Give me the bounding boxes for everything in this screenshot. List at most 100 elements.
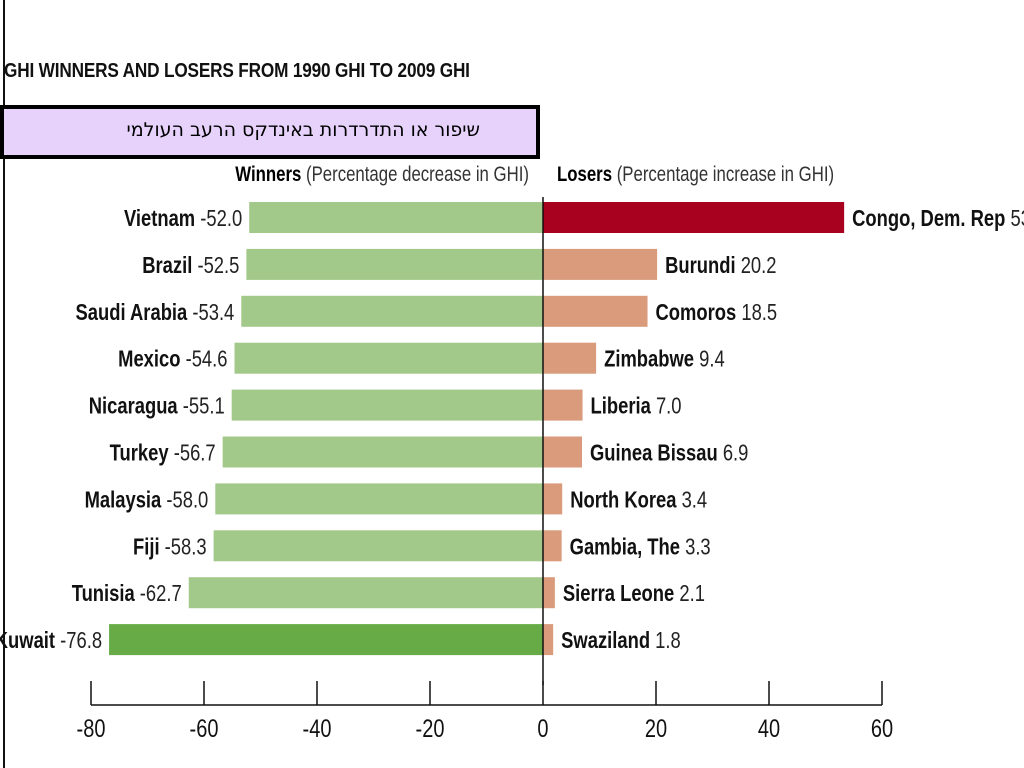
winner-value: -55.1 [178, 394, 225, 419]
x-tick-label: 0 [537, 715, 548, 743]
winner-name: Vietnam [124, 206, 195, 231]
loser-label: Guinea Bissau 6.9 [590, 441, 748, 466]
loser-label: North Korea 3.4 [570, 488, 707, 513]
x-tick-label: -40 [303, 715, 332, 743]
winner-name: Tunisia [72, 581, 135, 606]
loser-bar [543, 530, 562, 562]
loser-value: 3.3 [680, 534, 711, 559]
loser-label: Liberia 7.0 [591, 394, 682, 419]
left-border-line [3, 0, 5, 768]
bars-layer [109, 197, 845, 686]
winner-value: -53.4 [187, 300, 234, 325]
x-tick-label: 40 [758, 715, 780, 743]
loser-label: Zimbabwe 9.4 [604, 347, 725, 372]
hebrew-annotation-box: שיפור או התדרדרות באינדקס הרעב העולמי [0, 105, 540, 159]
winner-bar [246, 248, 543, 280]
loser-value: 18.5 [736, 300, 777, 325]
loser-label: Comoros 18.5 [656, 300, 778, 325]
winner-name: Brazil [142, 253, 192, 278]
loser-name: Zimbabwe [604, 347, 694, 372]
loser-name: Swaziland [561, 628, 650, 653]
winner-label: Tunisia -62.7 [72, 581, 182, 606]
winner-label: Fiji -58.3 [133, 534, 207, 559]
x-tick-label: -20 [416, 715, 445, 743]
loser-name: Sierra Leone [563, 581, 674, 606]
winner-value: -52.5 [192, 253, 239, 278]
winner-name: Kuwait [0, 628, 55, 653]
loser-bar [543, 342, 597, 374]
loser-name: Guinea Bissau [590, 441, 718, 466]
winner-value: -56.7 [169, 441, 216, 466]
winner-label: Brazil -52.5 [142, 253, 239, 278]
loser-name: Comoros [656, 300, 737, 325]
loser-label: Sierra Leone 2.1 [563, 581, 705, 606]
chart-title: GHI WINNERS AND LOSERS FROM 1990 GHI TO … [4, 60, 470, 82]
winner-label: Turkey -56.7 [110, 441, 216, 466]
winner-name: Nicaragua [89, 394, 178, 419]
winner-value: -52.0 [195, 206, 242, 231]
x-tick-label: -80 [77, 715, 106, 743]
loser-bar [543, 248, 658, 280]
loser-bar [543, 389, 583, 421]
winner-value: -76.8 [55, 628, 102, 653]
x-axis: -80 -60 -40 -20 0 20 40 60 [77, 681, 893, 743]
winner-label: Vietnam -52.0 [124, 206, 242, 231]
winner-value: -58.3 [160, 534, 207, 559]
winner-bar [249, 202, 543, 233]
winner-label: Nicaragua -55.1 [89, 394, 225, 419]
losers-header-rest: (Percentage increase in GHI) [612, 163, 834, 186]
loser-value: 20.2 [736, 253, 777, 278]
winner-value: -62.7 [135, 581, 182, 606]
winner-label: Kuwait -76.8 [0, 628, 102, 653]
winner-bar [231, 389, 543, 421]
loser-value: 3.4 [676, 488, 707, 513]
winner-name: Mexico [118, 347, 180, 372]
winner-bar [215, 483, 544, 515]
winner-label: Malaysia -58.0 [85, 488, 209, 513]
winner-bar [213, 530, 544, 562]
hebrew-annotation-text: שיפור או התדרדרות באינדקס הרעב העולמי [126, 119, 481, 141]
loser-value: 6.9 [718, 441, 749, 466]
winner-name: Malaysia [85, 488, 162, 513]
winner-name: Saudi Arabia [76, 300, 188, 325]
winner-name: Fiji [133, 534, 160, 559]
winner-label: Saudi Arabia -53.4 [76, 300, 235, 325]
winner-value: -54.6 [180, 347, 227, 372]
loser-bar [543, 295, 648, 327]
loser-bar [543, 577, 555, 609]
loser-bar [543, 202, 845, 233]
loser-value: 7.0 [651, 394, 682, 419]
loser-value: 1.8 [650, 628, 681, 653]
x-tick-label: 20 [645, 715, 667, 743]
winner-bar [188, 577, 543, 609]
winners-header-rest: (Percentage decrease in GHI) [301, 163, 529, 186]
loser-label: Swaziland 1.8 [561, 628, 681, 653]
x-tick-label: -60 [190, 715, 219, 743]
x-tick-label: 60 [871, 715, 893, 743]
loser-bar [543, 483, 563, 515]
loser-name: Congo, Dem. Rep [852, 206, 1005, 231]
loser-label: Congo, Dem. Rep 53.3 [852, 206, 1024, 231]
winner-bar [222, 436, 543, 468]
loser-label: Burundi 20.2 [665, 253, 776, 278]
loser-bar [543, 436, 582, 468]
losers-header-bold: Losers [557, 163, 612, 186]
winners-header: Winners (Percentage decrease in GHI) [235, 163, 529, 186]
loser-value: 2.1 [674, 581, 705, 606]
loser-value: 9.4 [694, 347, 725, 372]
loser-value: 53.3 [1005, 206, 1024, 231]
winner-bar [234, 342, 543, 374]
winner-bar [109, 624, 543, 656]
winner-value: -58.0 [161, 488, 208, 513]
loser-bar [543, 624, 554, 656]
winner-label: Mexico -54.6 [118, 347, 227, 372]
winner-bar [241, 295, 544, 327]
winner-name: Turkey [110, 441, 169, 466]
loser-name: Liberia [591, 394, 652, 419]
winners-header-bold: Winners [235, 163, 301, 186]
loser-label: Gambia, The 3.3 [570, 534, 711, 559]
loser-name: North Korea [570, 488, 677, 513]
loser-name: Burundi [665, 253, 735, 278]
